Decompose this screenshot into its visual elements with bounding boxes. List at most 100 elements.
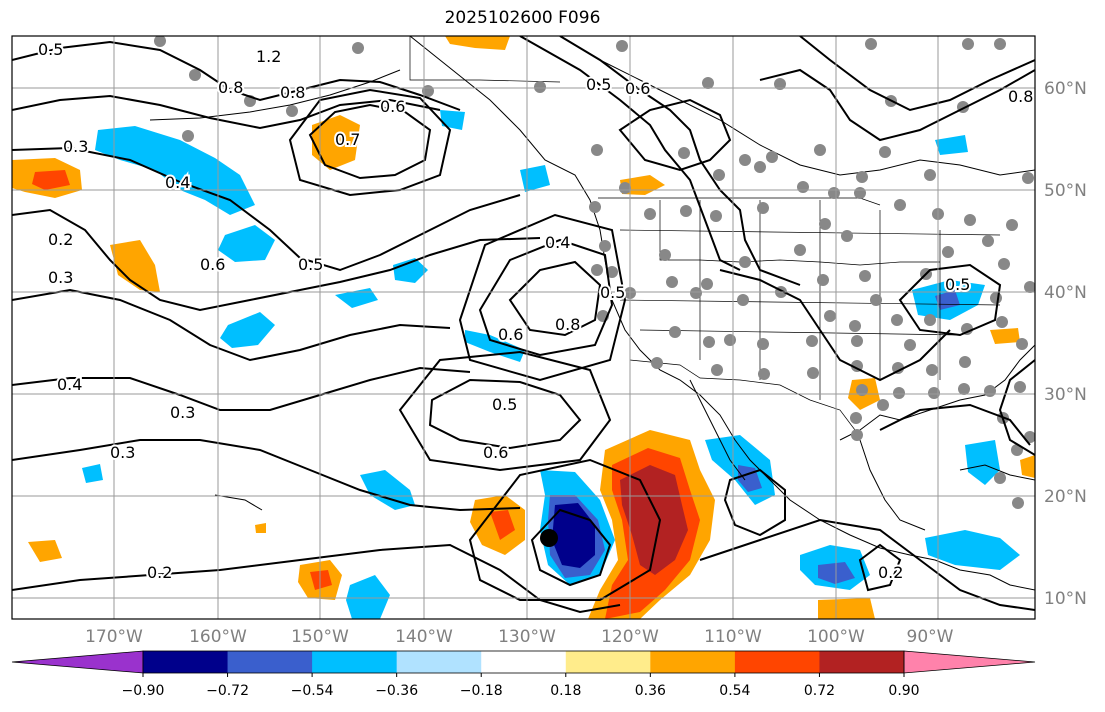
negative-anomaly-area bbox=[552, 503, 595, 568]
positive-anomaly-area bbox=[310, 570, 332, 590]
colorbar-segment bbox=[481, 651, 567, 673]
lon-label: 150°W bbox=[291, 627, 349, 647]
lon-label: 120°W bbox=[601, 627, 659, 647]
colorbar-segment bbox=[312, 651, 398, 673]
negative-anomaly-area bbox=[925, 530, 1020, 570]
contour-label: 0.8 bbox=[555, 315, 580, 334]
colorbar-segment bbox=[650, 651, 736, 673]
contour-label: 0.6 bbox=[380, 97, 405, 116]
positive-anomaly-area bbox=[312, 115, 360, 170]
contour-label: 0.2 bbox=[48, 230, 73, 249]
colorbar-tick-label: −0.36 bbox=[375, 683, 418, 699]
colorbar-tick-label: 0.36 bbox=[635, 683, 666, 699]
colorbar-tick-label: −0.54 bbox=[291, 683, 334, 699]
lon-label: 90°W bbox=[907, 627, 954, 647]
negative-anomaly-area bbox=[220, 312, 275, 348]
colorbar-extend-high bbox=[903, 650, 1036, 674]
positive-anomaly-area bbox=[445, 36, 510, 50]
lon-label: 130°W bbox=[498, 627, 556, 647]
contour-label: 0.5 bbox=[38, 40, 63, 59]
lat-label: 30°N bbox=[1044, 385, 1087, 405]
lon-label: 170°W bbox=[85, 627, 143, 647]
positive-anomaly-area bbox=[490, 510, 515, 540]
contour-label: 0.3 bbox=[48, 268, 73, 287]
contour-label: 1.2 bbox=[256, 47, 281, 66]
lat-label: 20°N bbox=[1044, 487, 1087, 507]
colorbar-tick-label: −0.90 bbox=[122, 683, 165, 699]
negative-anomaly-area bbox=[360, 470, 415, 510]
colorbar-tick-label: 0.54 bbox=[719, 683, 750, 699]
longitude-labels: 170°W 160°W 150°W 140°W 130°W 120°W 110°… bbox=[85, 627, 954, 647]
negative-anomaly-area bbox=[393, 258, 428, 283]
contour-label: 0.3 bbox=[63, 137, 88, 156]
graticule bbox=[12, 36, 1035, 619]
lat-label: 50°N bbox=[1044, 181, 1087, 201]
positive-anomaly-area bbox=[28, 540, 62, 562]
shaded-anomaly-layer bbox=[12, 36, 1035, 619]
contour-label: 0.8 bbox=[1008, 87, 1033, 106]
storm-center-marker bbox=[540, 529, 558, 547]
negative-anomaly-area bbox=[935, 290, 960, 310]
colorbar-segment bbox=[734, 651, 820, 673]
positive-anomaly-area bbox=[110, 240, 160, 292]
colorbar-segment bbox=[396, 651, 482, 673]
latitude-labels: 60°N 50°N 40°N 30°N 20°N 10°N bbox=[1044, 79, 1087, 609]
negative-anomaly-area bbox=[965, 440, 1000, 485]
lon-label: 110°W bbox=[704, 627, 762, 647]
positive-anomaly-area bbox=[620, 465, 688, 575]
contour-label: 0.5 bbox=[586, 75, 611, 94]
lat-label: 10°N bbox=[1044, 589, 1087, 609]
contour-label: 0.2 bbox=[878, 563, 903, 582]
contour-label: 0.4 bbox=[545, 233, 570, 252]
lat-label: 40°N bbox=[1044, 283, 1087, 303]
contour-label: 0.5 bbox=[298, 255, 323, 274]
colorbar-segment bbox=[227, 651, 313, 673]
colorbar-segment bbox=[819, 651, 905, 673]
colorbar-tick-label: 0.72 bbox=[804, 683, 835, 699]
contour-label: 0.6 bbox=[498, 325, 523, 344]
station-markers bbox=[154, 36, 1035, 509]
positive-anomaly-area bbox=[255, 523, 266, 533]
colorbar-segment bbox=[565, 651, 651, 673]
contour-labels: 0.5 1.2 0.8 0.8 0.3 0.4 0.7 0.6 0.6 0.5 … bbox=[36, 38, 1035, 584]
contour-label: 0.7 bbox=[335, 130, 360, 149]
contour-label: 0.5 bbox=[945, 275, 970, 294]
political-borders bbox=[409, 36, 1001, 431]
colorbar-tick-label: 0.90 bbox=[888, 683, 919, 699]
contour-label: 0.8 bbox=[280, 83, 305, 102]
positive-anomaly-area bbox=[990, 328, 1020, 344]
positive-anomaly-area bbox=[32, 170, 70, 190]
contour-lines bbox=[12, 36, 1035, 614]
lon-label: 160°W bbox=[189, 627, 247, 647]
colorbar-outline bbox=[142, 650, 905, 674]
map-frame bbox=[11, 35, 1036, 620]
contour-label: 0.3 bbox=[170, 403, 195, 422]
lat-label: 60°N bbox=[1044, 79, 1087, 99]
positive-anomaly-area bbox=[818, 598, 875, 619]
colorbar-tick-label: −0.18 bbox=[460, 683, 503, 699]
contour-label: 0.6 bbox=[625, 79, 650, 98]
colorbar-tick-label: 0.18 bbox=[550, 683, 581, 699]
colorbar-segment bbox=[143, 651, 229, 673]
contour-label: 0.3 bbox=[110, 443, 135, 462]
negative-anomaly-area bbox=[935, 135, 968, 155]
contour-label: 0.4 bbox=[57, 375, 82, 394]
negative-anomaly-area bbox=[95, 126, 255, 215]
lon-label: 100°W bbox=[807, 627, 865, 647]
contour-label: 0.5 bbox=[600, 283, 625, 302]
colorbar: −0.90 −0.72 −0.54 −0.36 −0.18 0.18 0.36 0.54 0.7… bbox=[11, 650, 1036, 699]
contour-label: 0.6 bbox=[483, 443, 508, 462]
lon-label: 140°W bbox=[395, 627, 453, 647]
map-title: 2025102600 F096 bbox=[444, 8, 601, 28]
negative-anomaly-area bbox=[82, 464, 103, 483]
negative-anomaly-area bbox=[218, 225, 275, 262]
negative-anomaly-area bbox=[346, 575, 390, 619]
contour-label: 0.6 bbox=[200, 255, 225, 274]
contour-label: 0.8 bbox=[218, 78, 243, 97]
colorbar-tick-label: −0.72 bbox=[206, 683, 249, 699]
contour-label: 0.5 bbox=[492, 395, 517, 414]
contour-label: 0.4 bbox=[165, 173, 190, 192]
negative-anomaly-area bbox=[335, 288, 378, 308]
positive-anomaly-area bbox=[1020, 455, 1035, 478]
